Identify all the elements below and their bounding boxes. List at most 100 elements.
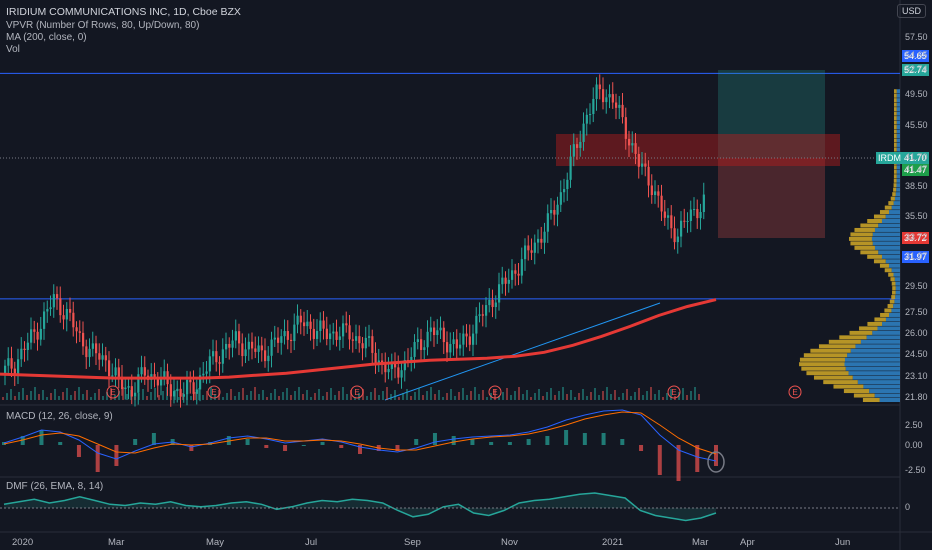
candle [85,346,88,358]
volume-bar [374,388,376,400]
macd-histogram-bar [657,445,662,475]
volume-bar [146,396,148,400]
volume-bar [354,397,356,400]
volume-bar [690,391,692,400]
candle [514,270,517,274]
candle [114,367,117,376]
symbol-title[interactable]: IRIDIUM COMMUNICATIONS INC, 1D, Cboe BZX [6,6,241,18]
candle [199,375,202,390]
vpvr-down-bar [887,304,894,309]
volume-bar [154,388,156,400]
candle [686,220,689,222]
candle [264,350,267,362]
volume-bar [378,395,380,400]
earnings-marker-label: E [492,388,497,397]
candle [98,353,101,360]
volume-bar [542,396,544,400]
candle [394,361,397,368]
vpvr-down-bar [850,241,873,246]
vpvr-up-bar [878,223,900,228]
macd-histogram-bar [320,442,325,445]
vpvr-down-bar [894,125,897,130]
macd-histogram-bar [58,442,63,445]
macd-histogram-bar [414,439,419,445]
candle [611,94,614,103]
dmf-legend[interactable]: DMF (26, EMA, 8, 14) [6,481,104,492]
vpvr-up-bar [895,295,900,300]
vpvr-up-bar [896,98,900,103]
volume-bar [462,388,464,400]
candle [355,336,358,341]
volume-bar [574,397,576,400]
vpvr-up-bar [896,174,900,179]
candle [26,342,29,351]
volume-bar [594,388,596,400]
candle [277,337,280,343]
volume-bar [406,389,408,400]
vpvr-down-bar [894,107,897,112]
vpvr-down-bar [893,165,897,170]
price-label-badge: 52.74 [902,64,929,76]
vpvr-up-bar [891,268,900,273]
vpvr-legend[interactable]: VPVR (Number Of Rows, 80, Up/Down, 80) [6,20,200,31]
candle [368,336,371,338]
candle [660,195,663,212]
candle [238,331,241,344]
macd-line [3,409,717,462]
vpvr-down-bar [892,192,896,197]
price-axis-tick: 52.74 [905,64,928,74]
candle [446,342,449,353]
vpvr-up-bar [896,107,900,112]
earnings-marker [207,385,221,399]
currency-button[interactable]: USD [896,4,926,18]
vpvr-up-bar [896,93,900,98]
vpvr-up-bar [889,312,900,317]
volume-bar [530,397,532,400]
vpvr-up-bar [896,187,900,192]
candle [410,356,413,361]
candle [442,327,445,343]
volume-bar [22,388,24,400]
ma-legend[interactable]: MA (200, close, 0) [6,32,87,43]
volume-bar [382,391,384,400]
vpvr-down-bar [884,268,892,273]
vpvr-up-bar [893,304,900,309]
candle [111,375,114,377]
volume-bar [398,397,400,400]
candle [537,238,540,243]
candle [192,382,195,394]
candle [117,367,120,377]
macd-histogram-bar [264,445,269,448]
volume-legend[interactable]: Vol [6,44,20,55]
candle [641,163,644,167]
vpvr-up-bar [852,375,900,380]
macd-legend[interactable]: MACD (12, 26, close, 9) [6,411,113,422]
candle [452,339,455,345]
volume-bar [554,395,556,400]
candle [673,228,676,243]
volume-bar [106,392,108,400]
vpvr-up-bar [881,219,900,224]
macd-histogram-bar [695,445,700,472]
vpvr-up-bar [896,129,900,134]
vpvr-down-bar [889,299,895,304]
volume-bar [42,390,44,400]
candle [231,340,234,348]
vpvr-up-bar [891,308,900,313]
candle [293,324,296,342]
price-axis-tick: 35.50 [905,211,928,221]
candle [696,209,699,219]
volume-bar [258,394,260,400]
candle [7,358,10,366]
candle [494,302,497,308]
volume-bar [698,394,700,400]
vpvr-up-bar [844,357,900,362]
macd-histogram-bar [676,445,681,481]
candle [124,387,127,390]
time-axis-tick: Apr [740,537,755,548]
candle [62,315,65,320]
candle [403,360,406,371]
volume-bar [682,388,684,400]
vpvr-up-bar [882,321,900,326]
vpvr-up-bar [893,272,900,277]
